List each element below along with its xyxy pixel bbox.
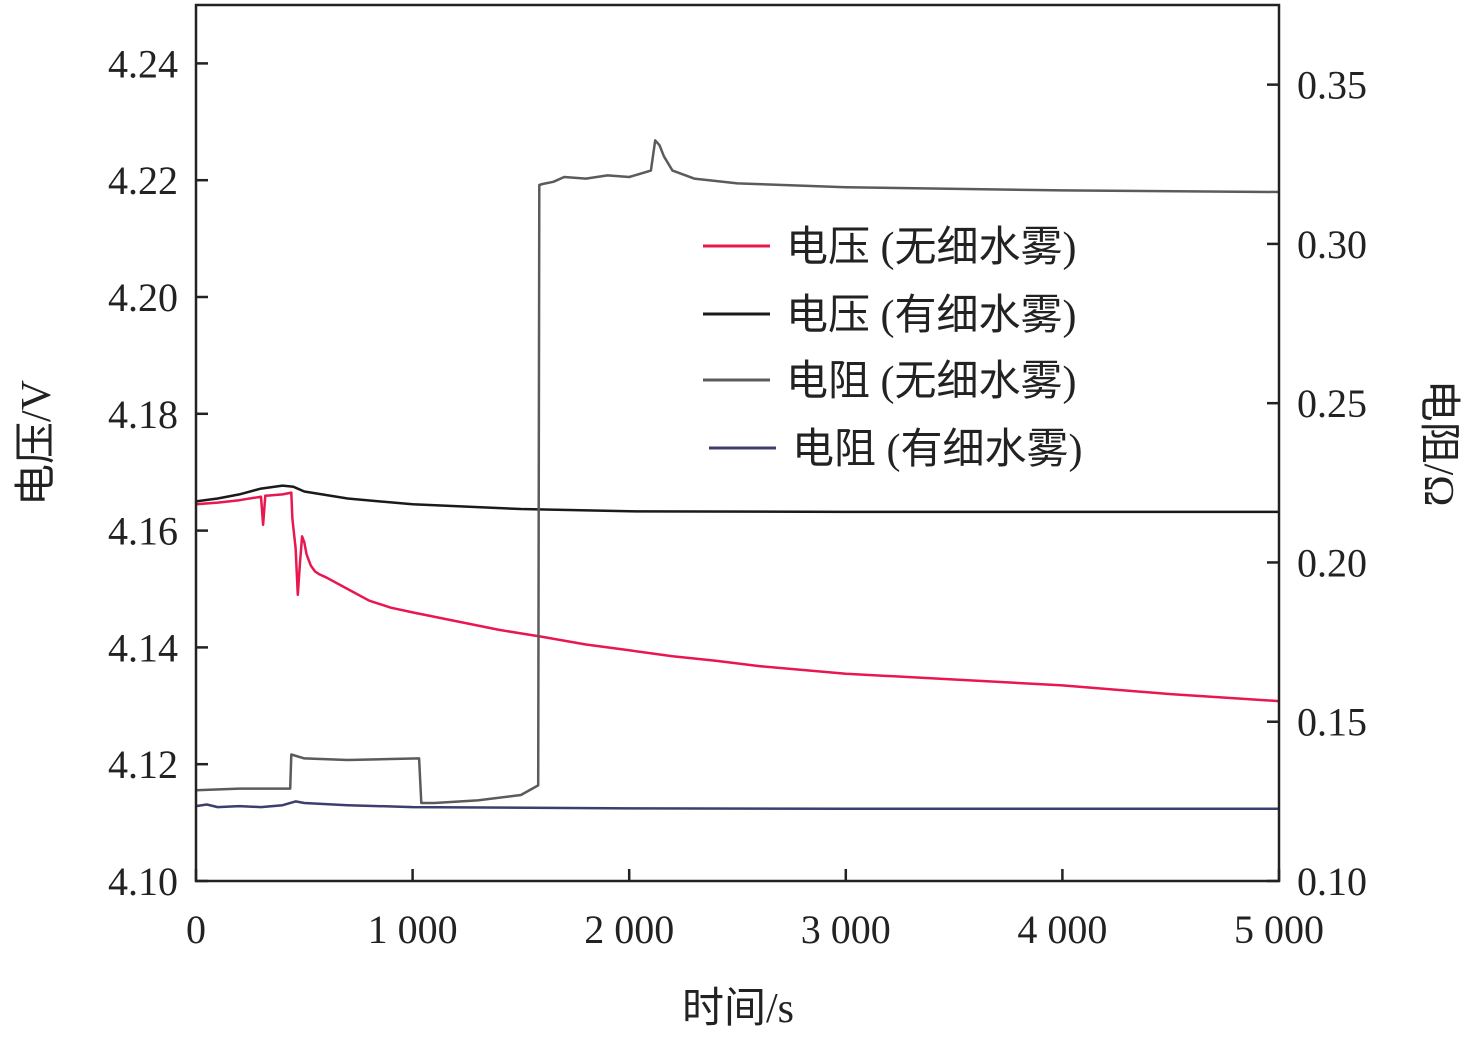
x-axis-title: 时间/s — [682, 986, 794, 1032]
plot-frame — [194, 3, 1281, 883]
x-tick-label: 5 000 — [1234, 907, 1324, 952]
y-left-tick-label: 4.12 — [108, 742, 178, 787]
y-axis-right-title: 电阻/Ω — [1415, 380, 1461, 507]
x-tick-label: 4 000 — [1017, 907, 1107, 952]
y-right-tick-label: 0.20 — [1297, 540, 1367, 585]
y-left-tick-label: 4.18 — [108, 392, 178, 437]
series-lines — [195, 139, 1280, 810]
y-right-tick-label: 0.30 — [1297, 222, 1367, 267]
y-left-tick-label: 4.24 — [108, 41, 178, 86]
y-left-tick-label: 4.22 — [108, 158, 178, 203]
x-tick-label: 1 000 — [368, 907, 458, 952]
legend-label: 电压 (无细水雾) — [786, 225, 1076, 271]
series-line-1 — [195, 491, 1280, 703]
legend-label: 电压 (有细水雾) — [786, 293, 1076, 339]
x-tick-label: 2 000 — [584, 907, 674, 952]
y-right-tick-label: 0.10 — [1297, 859, 1367, 904]
legend: 电压 (无细水雾) 电压 (有细水雾) 电阻 (无细水雾) 电阻 (有细水雾) — [703, 225, 1082, 473]
y-left-tick-label: 4.14 — [108, 625, 178, 670]
series-line-2 — [195, 484, 1279, 514]
y-right-tick-label: 0.35 — [1297, 63, 1367, 108]
x-tick-label: 0 — [186, 907, 206, 952]
x-tick-label: 3 000 — [801, 907, 891, 952]
legend-label: 电阻 (无细水雾) — [786, 359, 1076, 405]
legend-label: 电阻 (有细水雾) — [792, 427, 1082, 473]
y-left-tick-label: 4.10 — [108, 859, 178, 904]
y-axis-left-title: 电压/V — [14, 380, 60, 506]
y-left-tick-label: 4.20 — [108, 275, 178, 320]
y-right-tick-label: 0.15 — [1297, 700, 1367, 745]
y-right-tick-label: 0.25 — [1297, 381, 1367, 426]
series-line-3 — [195, 139, 1280, 805]
y-left-tick-label: 4.16 — [108, 509, 178, 554]
series-line-4 — [195, 800, 1279, 810]
axis-ticks: 0 1 000 2 000 3 000 4 000 5 000 4.10 4.12 4.14 4.… — [108, 41, 1367, 952]
